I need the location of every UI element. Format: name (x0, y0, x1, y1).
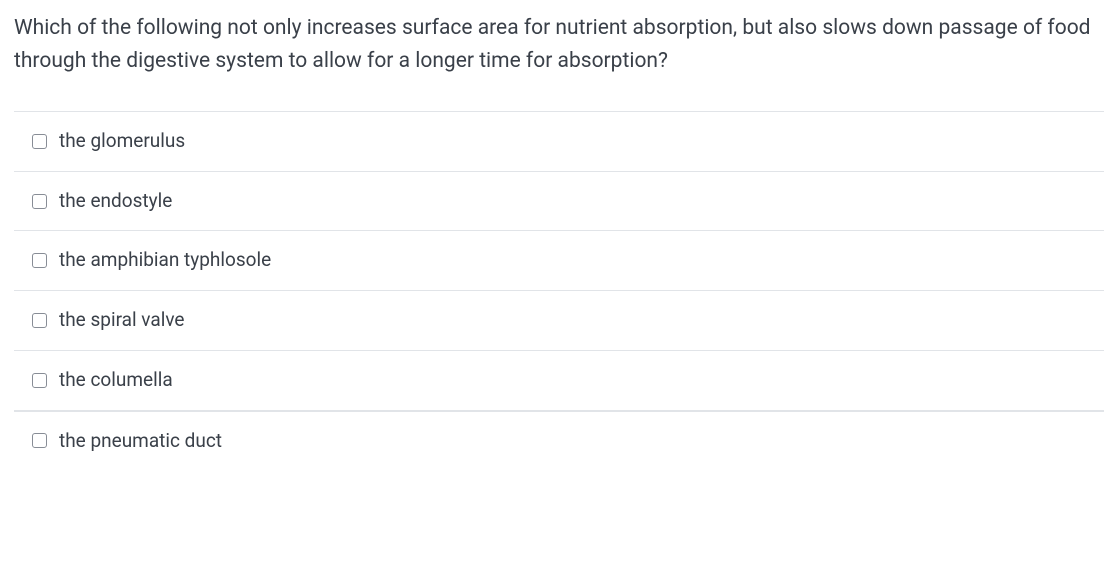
option-row[interactable]: the amphibian typhlosole (14, 230, 1104, 290)
option-label: the amphibian typhlosole (59, 248, 271, 273)
option-row[interactable]: the columella (14, 350, 1104, 411)
option-row[interactable]: the pneumatic duct (14, 411, 1104, 454)
question-text: Which of the following not only increase… (14, 12, 1104, 77)
option-row[interactable]: the glomerulus (14, 111, 1104, 171)
checkbox[interactable] (32, 433, 47, 448)
checkbox[interactable] (32, 253, 47, 268)
option-row[interactable]: the endostyle (14, 171, 1104, 231)
option-row[interactable]: the spiral valve (14, 290, 1104, 350)
checkbox[interactable] (32, 313, 47, 328)
option-label: the glomerulus (59, 129, 185, 154)
option-label: the columella (59, 368, 173, 393)
options-list: the glomerulus the endostyle the amphibi… (14, 111, 1104, 453)
option-label: the endostyle (59, 189, 172, 214)
checkbox[interactable] (32, 373, 47, 388)
option-label: the spiral valve (59, 308, 184, 333)
checkbox[interactable] (32, 194, 47, 209)
option-label: the pneumatic duct (59, 429, 222, 454)
checkbox[interactable] (32, 134, 47, 149)
